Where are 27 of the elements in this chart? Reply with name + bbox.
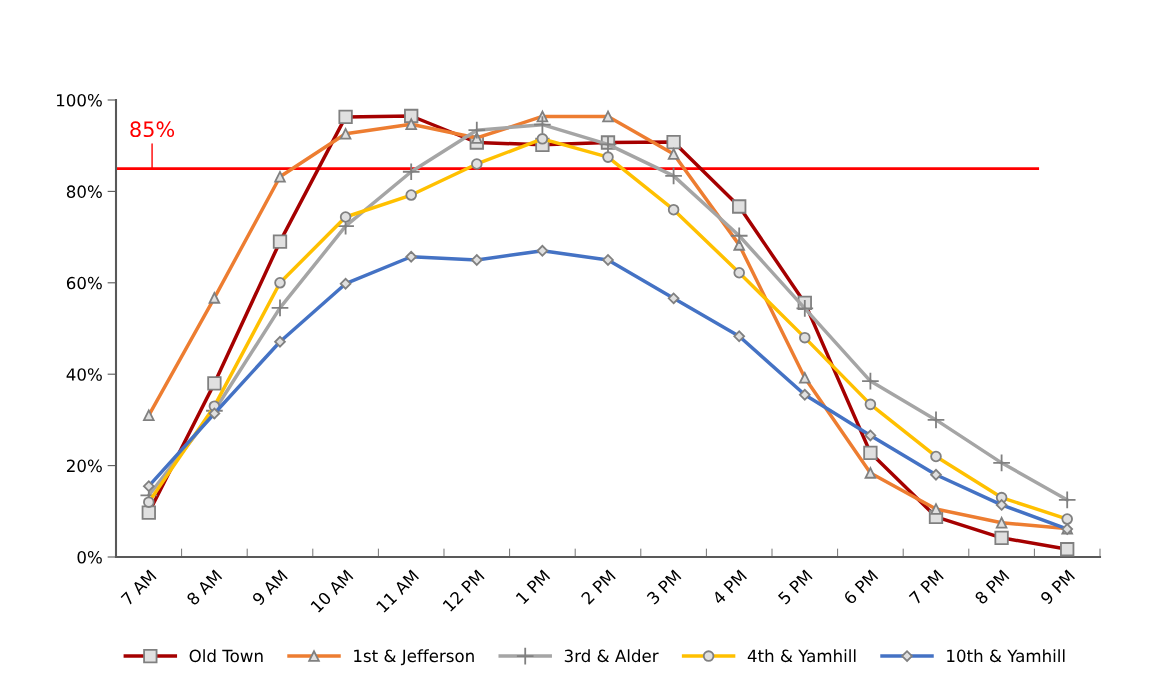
x-tick-label: 7 PM: [908, 569, 944, 605]
x-tick-label: 5 PM: [777, 569, 813, 605]
y-tick-label: 0%: [77, 550, 102, 564]
y-tick-label: 20%: [66, 459, 102, 473]
x-tick-label: 9 PM: [1039, 569, 1076, 606]
x-tick-label: 12 PM: [442, 569, 485, 612]
x-tick-label: 1 PM: [515, 569, 551, 605]
y-tick-label: 80%: [66, 185, 102, 198]
x-tick-label: 7 AM: [120, 569, 157, 606]
x-tick-label: 9 AM: [251, 569, 288, 606]
legend-label: 10th & Yamhill: [947, 649, 1065, 663]
y-tick-label: 60%: [66, 276, 102, 290]
legend-label: 3rd & Alder: [564, 649, 659, 663]
legend-label: 1st & Jefferson: [354, 649, 474, 666]
legend-label: 4th & Yamhill: [747, 649, 856, 663]
x-tick-label: 10 AM: [310, 569, 354, 613]
x-tick-label: 8 PM: [974, 569, 1010, 605]
x-tick-label: 4 PM: [711, 569, 748, 606]
x-tick-label: 2 PM: [580, 569, 616, 605]
y-tick-label: 100%: [56, 93, 102, 107]
y-tick-label: 40%: [66, 368, 102, 381]
legend-label: Old Town: [189, 649, 263, 663]
x-tick-label: 11 AM: [375, 569, 419, 613]
x-tick-label: 8 AM: [185, 569, 223, 606]
x-tick-label: 3 PM: [646, 569, 682, 605]
ref-line-label: 85%: [130, 121, 175, 138]
x-tick-label: 6 PM: [842, 569, 879, 605]
